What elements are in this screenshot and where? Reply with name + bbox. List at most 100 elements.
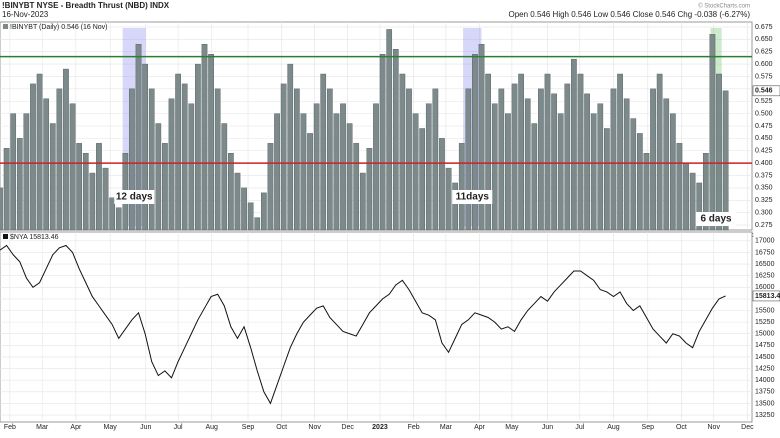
bar bbox=[478, 44, 485, 231]
price-line bbox=[0, 244, 726, 405]
y-tick-label: 16750 bbox=[755, 249, 775, 256]
bar bbox=[96, 143, 102, 231]
bar bbox=[129, 88, 135, 231]
y-tick-label: 13750 bbox=[755, 389, 775, 396]
bar bbox=[597, 103, 604, 231]
x-tick-label: Jul bbox=[174, 424, 183, 431]
x-tick-label: Mar bbox=[36, 424, 49, 431]
last-value-box bbox=[752, 85, 780, 97]
bar bbox=[234, 172, 241, 231]
y-tick-label: 0.475 bbox=[755, 123, 773, 130]
bar bbox=[571, 58, 577, 231]
annotation-box bbox=[696, 212, 737, 226]
bar bbox=[267, 143, 274, 231]
y-tick-label: 13500 bbox=[755, 400, 775, 407]
x-tick-label: 2023 bbox=[372, 424, 388, 431]
bar bbox=[221, 123, 228, 231]
x-tick-label: May bbox=[104, 424, 118, 431]
bar bbox=[696, 182, 703, 231]
bar bbox=[300, 113, 307, 231]
last-value-label: 15813.46 bbox=[755, 293, 780, 300]
y-tick-label: 14500 bbox=[755, 354, 775, 361]
date: 16-Nov-2023 bbox=[2, 10, 49, 19]
bar bbox=[313, 103, 320, 231]
x-tick-label: Apr bbox=[474, 424, 486, 431]
bar bbox=[69, 103, 76, 231]
bar bbox=[261, 192, 267, 231]
bar bbox=[445, 167, 452, 231]
bar bbox=[551, 93, 557, 231]
bar bbox=[109, 197, 115, 231]
bar bbox=[656, 73, 663, 231]
bar bbox=[419, 128, 426, 231]
bar bbox=[208, 53, 214, 231]
y-tick-label: 16500 bbox=[755, 261, 775, 268]
last-value-box bbox=[752, 290, 780, 302]
bar bbox=[280, 83, 287, 231]
y-tick-label: 0.625 bbox=[755, 49, 773, 56]
x-tick-label: Nov bbox=[308, 424, 321, 431]
bar bbox=[175, 73, 181, 231]
y-tick-label: 0.575 bbox=[755, 73, 773, 80]
y-tick-label: 14750 bbox=[755, 342, 775, 349]
bar bbox=[406, 88, 412, 231]
x-tick-label: Sep bbox=[242, 424, 255, 431]
bar bbox=[689, 172, 696, 231]
x-tick-label: May bbox=[505, 424, 519, 431]
bar bbox=[366, 148, 373, 231]
bar bbox=[604, 128, 610, 231]
last-value-label: 0.546 bbox=[755, 88, 773, 95]
bar bbox=[590, 113, 597, 231]
bar bbox=[142, 63, 148, 231]
bar bbox=[76, 143, 82, 231]
bar bbox=[155, 123, 162, 231]
bar bbox=[452, 182, 458, 231]
bar bbox=[432, 88, 439, 231]
bar bbox=[287, 63, 294, 231]
bar bbox=[56, 88, 63, 231]
bar bbox=[294, 88, 300, 231]
bar bbox=[439, 138, 445, 231]
bar bbox=[412, 113, 419, 231]
y-tick-label: 13250 bbox=[755, 412, 775, 419]
bar bbox=[340, 103, 346, 231]
bar bbox=[49, 123, 56, 231]
bar bbox=[254, 217, 261, 231]
bar bbox=[373, 103, 379, 231]
bar bbox=[702, 153, 709, 231]
bar bbox=[709, 34, 716, 231]
bar bbox=[320, 73, 327, 231]
bar bbox=[333, 113, 340, 231]
bar bbox=[241, 187, 247, 231]
bar bbox=[102, 167, 109, 231]
x-tick-label: Dec bbox=[341, 424, 354, 431]
y-tick-label: 14000 bbox=[755, 377, 775, 384]
bar bbox=[670, 113, 676, 231]
bar bbox=[505, 113, 511, 231]
bar bbox=[683, 162, 689, 231]
annotation-box bbox=[452, 190, 493, 204]
y-tick-label: 15000 bbox=[755, 331, 775, 338]
x-tick-label: Oct bbox=[276, 424, 287, 431]
bar bbox=[617, 73, 623, 231]
annotation-box bbox=[114, 190, 155, 204]
y-tick-label: 0.450 bbox=[755, 135, 773, 142]
x-tick-label: Nov bbox=[708, 424, 721, 431]
y-tick-label: 0.675 bbox=[755, 24, 773, 31]
y-tick-label: 0.500 bbox=[755, 110, 773, 117]
bar bbox=[16, 138, 23, 231]
bar bbox=[491, 103, 498, 231]
y-tick-label: 17000 bbox=[755, 238, 775, 245]
legend-swatch bbox=[3, 24, 8, 29]
bar bbox=[201, 44, 208, 231]
y-tick-label: 0.425 bbox=[755, 148, 773, 155]
y-tick-label: 0.300 bbox=[755, 210, 773, 217]
bar bbox=[307, 133, 313, 231]
y-tick-label: 0.325 bbox=[755, 197, 773, 204]
bar bbox=[485, 73, 491, 231]
bar bbox=[82, 153, 89, 231]
bar bbox=[3, 148, 10, 231]
x-tick-label: Apr bbox=[70, 424, 82, 431]
bar bbox=[630, 118, 637, 231]
bar bbox=[36, 73, 43, 231]
